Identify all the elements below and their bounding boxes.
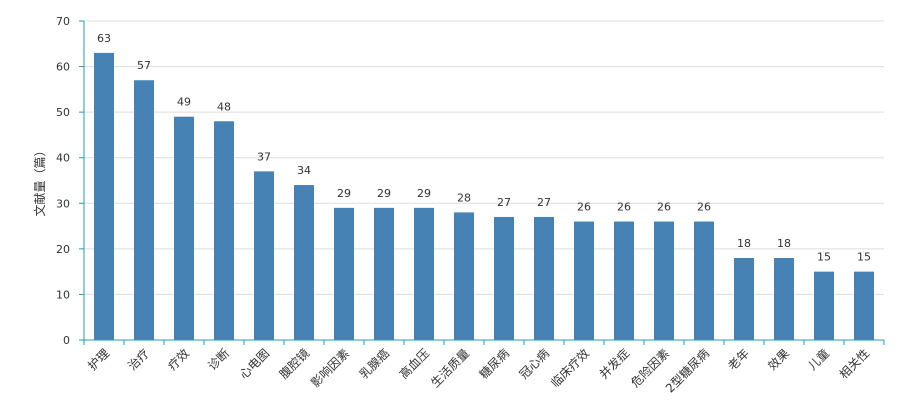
x-tick-label: 心电图 bbox=[237, 346, 272, 381]
x-tick-label: 2型糖尿病 bbox=[662, 346, 712, 396]
data-label: 26 bbox=[577, 201, 591, 214]
data-label: 26 bbox=[697, 201, 711, 214]
x-tick-label: 效果 bbox=[765, 346, 793, 374]
x-tick-label: 临床疗效 bbox=[548, 346, 593, 391]
data-label: 26 bbox=[657, 201, 671, 214]
bar[interactable] bbox=[294, 185, 314, 340]
y-tick-label: 10 bbox=[56, 288, 70, 301]
y-tick-label: 40 bbox=[56, 152, 70, 165]
x-tick-label: 生活质量 bbox=[428, 346, 472, 390]
x-tick-label: 护理 bbox=[85, 346, 112, 373]
bar[interactable] bbox=[854, 271, 874, 340]
bar[interactable] bbox=[534, 216, 554, 340]
data-label: 26 bbox=[617, 201, 631, 214]
data-label: 48 bbox=[217, 100, 231, 113]
x-tick-label: 糖尿病 bbox=[476, 346, 512, 382]
y-tick-label: 60 bbox=[56, 61, 70, 74]
x-tick-label: 儿童 bbox=[805, 346, 833, 374]
bar[interactable] bbox=[654, 221, 674, 340]
y-tick-label: 20 bbox=[56, 243, 70, 256]
data-label: 57 bbox=[137, 59, 151, 72]
data-label: 29 bbox=[337, 187, 351, 200]
bar[interactable] bbox=[94, 52, 114, 341]
bar[interactable] bbox=[694, 221, 714, 340]
bar[interactable] bbox=[214, 121, 234, 340]
bar[interactable] bbox=[414, 207, 434, 340]
bar[interactable] bbox=[454, 212, 474, 340]
x-tick-label: 冠心病 bbox=[516, 346, 552, 382]
data-label: 28 bbox=[457, 191, 471, 204]
y-tick-label: 0 bbox=[63, 334, 70, 347]
y-axis: 0 10 20 30 40 50 60 70 bbox=[56, 15, 85, 347]
x-tick-label: 老年 bbox=[725, 346, 752, 373]
data-labels: 63 57 49 48 37 34 29 29 29 28 27 27 26 26 26 26 18 18 15 15 bbox=[97, 32, 871, 264]
data-label: 27 bbox=[537, 196, 551, 209]
bar[interactable] bbox=[134, 80, 154, 340]
data-label: 27 bbox=[497, 196, 511, 209]
data-label: 34 bbox=[297, 164, 311, 177]
y-tick-label: 50 bbox=[56, 106, 70, 119]
data-label: 15 bbox=[817, 251, 831, 264]
x-tick-label: 治疗 bbox=[125, 346, 152, 373]
data-label: 18 bbox=[737, 237, 751, 250]
x-tick-label: 高血压 bbox=[396, 346, 432, 382]
bar[interactable] bbox=[374, 207, 394, 340]
data-label: 15 bbox=[857, 251, 871, 264]
bar[interactable] bbox=[174, 116, 194, 340]
bar[interactable] bbox=[494, 216, 514, 340]
bar[interactable] bbox=[334, 207, 354, 340]
bar[interactable] bbox=[254, 171, 274, 340]
data-label: 49 bbox=[177, 96, 191, 109]
data-label: 29 bbox=[377, 187, 391, 200]
x-tick-label: 乳腺癌 bbox=[356, 346, 392, 382]
data-label: 63 bbox=[97, 32, 111, 45]
bar[interactable] bbox=[614, 221, 634, 340]
y-axis-title: 文献量（篇） bbox=[32, 144, 47, 216]
y-tick-label: 70 bbox=[56, 15, 70, 28]
bar[interactable] bbox=[774, 257, 794, 340]
x-tick-label: 影响因素 bbox=[308, 346, 353, 391]
bars bbox=[94, 52, 874, 341]
data-label: 29 bbox=[417, 187, 431, 200]
y-tick-label: 30 bbox=[56, 197, 70, 210]
data-label: 37 bbox=[257, 150, 271, 163]
x-tick-label: 相关性 bbox=[837, 346, 872, 381]
gridlines bbox=[84, 20, 884, 295]
bar[interactable] bbox=[734, 257, 754, 340]
x-tick-label: 疗效 bbox=[165, 346, 193, 374]
data-label: 18 bbox=[777, 237, 791, 250]
x-tick-label: 诊断 bbox=[205, 346, 233, 374]
x-tick-label: 并发症 bbox=[596, 346, 632, 382]
x-tick-label: 腹腔镜 bbox=[276, 346, 312, 382]
bar[interactable] bbox=[814, 271, 834, 340]
bar[interactable] bbox=[574, 221, 594, 340]
